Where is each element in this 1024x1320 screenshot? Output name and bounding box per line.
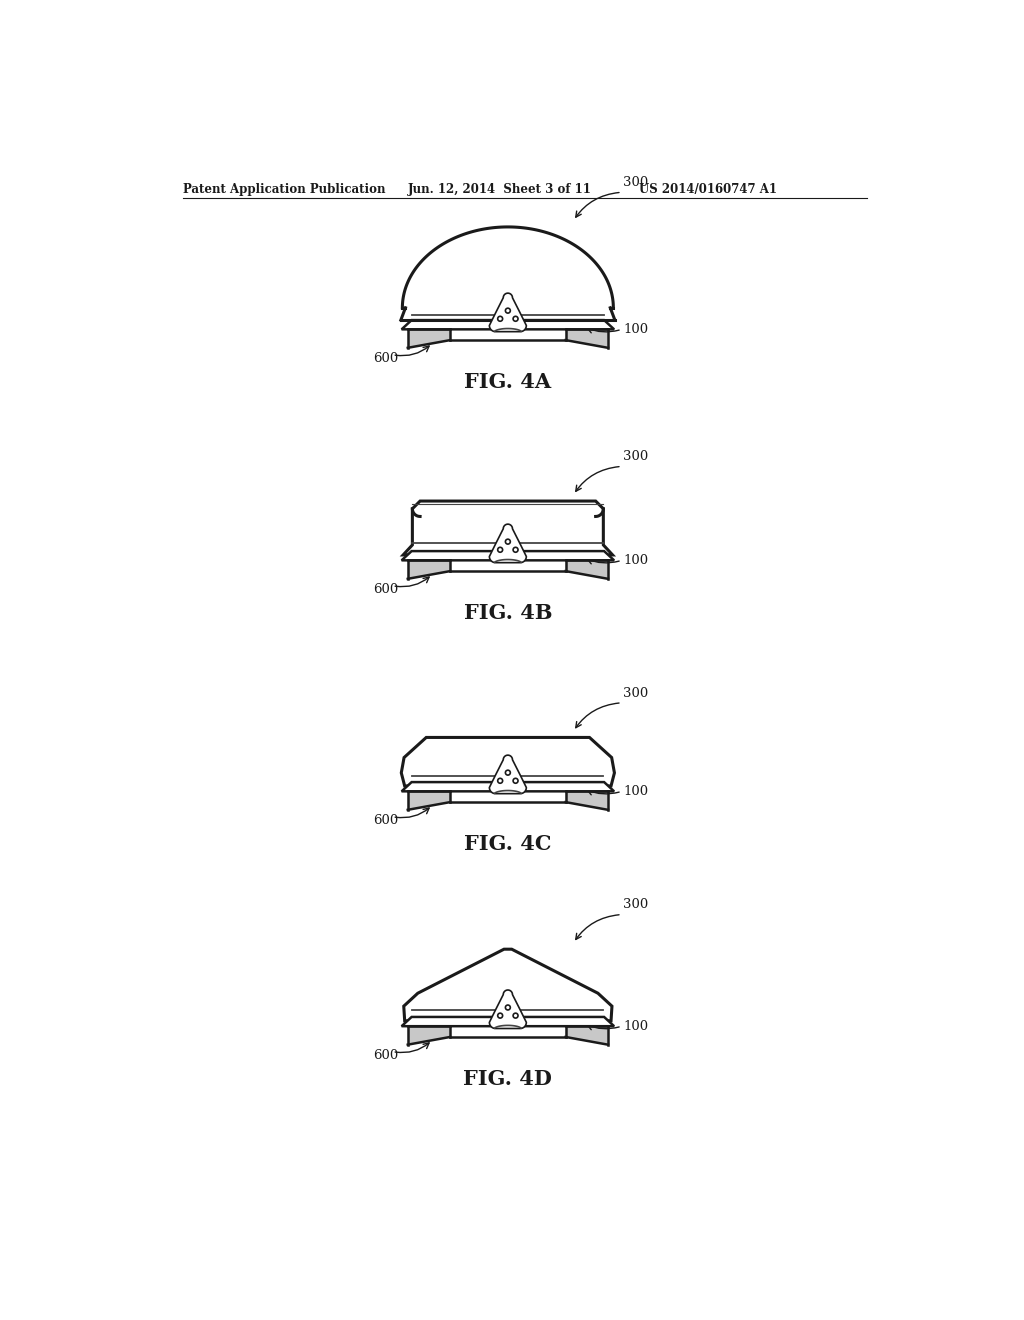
Text: 300: 300 — [624, 176, 648, 189]
Polygon shape — [565, 561, 608, 579]
Text: 600: 600 — [373, 583, 398, 597]
Circle shape — [513, 779, 518, 783]
Text: 300: 300 — [624, 686, 648, 700]
Polygon shape — [408, 561, 451, 579]
Text: 300: 300 — [624, 450, 648, 463]
Text: Patent Application Publication: Patent Application Publication — [183, 183, 385, 197]
Text: US 2014/0160747 A1: US 2014/0160747 A1 — [639, 183, 777, 197]
Polygon shape — [489, 755, 526, 793]
Text: 100: 100 — [624, 785, 648, 797]
Circle shape — [506, 1005, 510, 1010]
Circle shape — [506, 308, 510, 313]
Text: 600: 600 — [373, 814, 398, 828]
Polygon shape — [565, 330, 608, 348]
Circle shape — [498, 317, 503, 321]
Polygon shape — [401, 781, 614, 792]
Polygon shape — [401, 738, 614, 785]
Text: 600: 600 — [373, 352, 398, 366]
Polygon shape — [408, 792, 451, 810]
Text: 600: 600 — [373, 1049, 398, 1063]
Text: FIG. 4A: FIG. 4A — [464, 372, 551, 392]
Text: FIG. 4C: FIG. 4C — [464, 834, 552, 854]
Polygon shape — [403, 502, 612, 554]
Circle shape — [513, 1014, 518, 1018]
Polygon shape — [401, 321, 614, 330]
Circle shape — [513, 548, 518, 552]
Polygon shape — [400, 227, 614, 321]
Polygon shape — [489, 293, 526, 331]
Text: Jun. 12, 2014  Sheet 3 of 11: Jun. 12, 2014 Sheet 3 of 11 — [408, 183, 592, 197]
Polygon shape — [408, 330, 451, 348]
Circle shape — [498, 1014, 503, 1018]
Polygon shape — [489, 524, 526, 562]
Circle shape — [498, 548, 503, 552]
Text: 300: 300 — [624, 899, 648, 911]
Polygon shape — [403, 949, 612, 1020]
Circle shape — [506, 539, 510, 544]
Text: FIG. 4B: FIG. 4B — [464, 603, 552, 623]
Text: 100: 100 — [624, 554, 648, 566]
Polygon shape — [489, 990, 526, 1028]
Circle shape — [498, 779, 503, 783]
Text: 100: 100 — [624, 323, 648, 335]
Polygon shape — [565, 792, 608, 810]
Text: FIG. 4D: FIG. 4D — [464, 1069, 552, 1089]
Circle shape — [513, 317, 518, 321]
Text: 100: 100 — [624, 1019, 648, 1032]
Polygon shape — [401, 1016, 614, 1026]
Polygon shape — [401, 552, 614, 561]
Polygon shape — [408, 1026, 451, 1044]
Circle shape — [506, 770, 510, 775]
Polygon shape — [565, 1026, 608, 1044]
